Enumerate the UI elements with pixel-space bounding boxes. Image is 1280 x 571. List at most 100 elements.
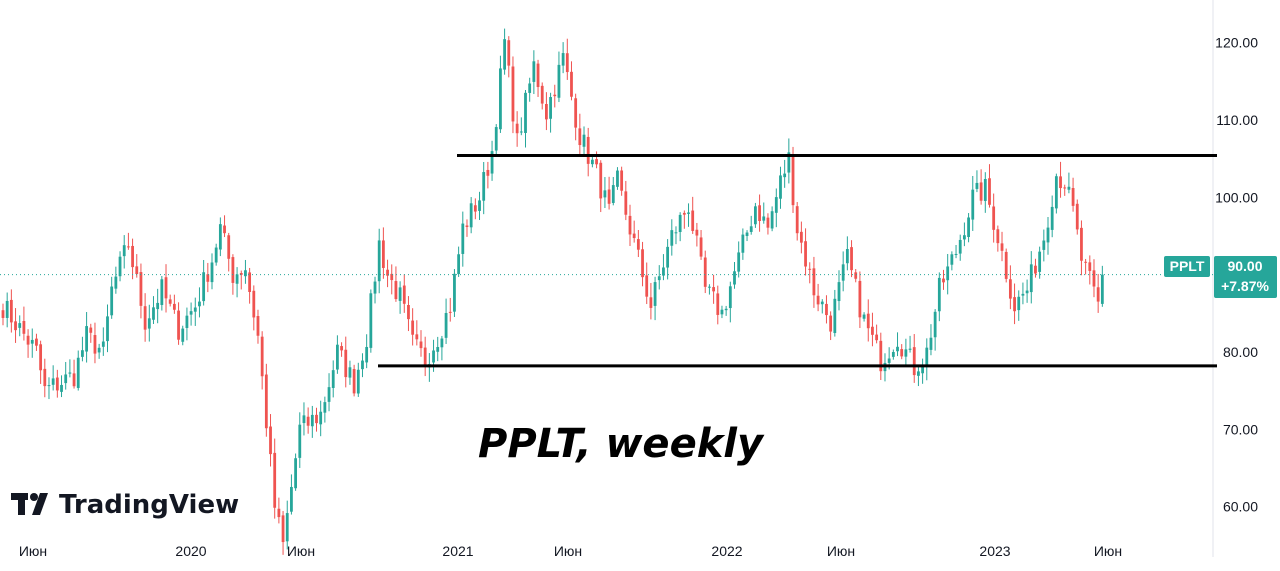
candle-up xyxy=(97,343,101,359)
candle-up xyxy=(60,375,63,398)
candle-down xyxy=(39,340,43,384)
candle-up xyxy=(1054,173,1058,214)
candle-up xyxy=(302,402,306,436)
candle-up xyxy=(837,270,841,311)
candle-up xyxy=(336,335,339,374)
y-tick-label: 110.00 xyxy=(1216,112,1258,128)
last-price-change: +7.87% xyxy=(1221,278,1269,294)
candle-up xyxy=(728,281,732,323)
candle-down xyxy=(808,262,812,284)
candle-up xyxy=(708,284,711,295)
candle-down xyxy=(628,204,632,247)
candle-up xyxy=(444,298,448,344)
candle-down xyxy=(624,180,628,221)
ticker-label: PPLT xyxy=(1170,258,1205,274)
candle-down xyxy=(1088,255,1092,285)
candle-up xyxy=(319,400,323,437)
candle-down xyxy=(607,176,611,210)
x-tick-label: Июн xyxy=(19,543,47,559)
candle-down xyxy=(43,358,47,398)
candle-up xyxy=(214,243,218,266)
candle-up xyxy=(285,500,289,550)
candle-up xyxy=(440,335,444,361)
candle-down xyxy=(988,164,991,208)
candle-up xyxy=(152,296,155,324)
candle-down xyxy=(812,256,816,308)
candle-up xyxy=(198,287,201,318)
candle-down xyxy=(1092,259,1096,298)
price-tag-box xyxy=(1214,256,1277,298)
candle-down xyxy=(879,332,883,381)
candle-down xyxy=(419,330,423,357)
candle-up xyxy=(356,362,360,397)
candle-up xyxy=(210,253,214,290)
chart-annotation: PPLT, weekly xyxy=(478,421,765,467)
x-tick-label: 2021 xyxy=(442,543,473,559)
candle-down xyxy=(766,213,770,235)
candle-down xyxy=(829,311,833,341)
candle-up xyxy=(921,358,924,384)
candle-up xyxy=(499,55,502,133)
candle-down xyxy=(172,294,176,314)
candle-down xyxy=(871,312,874,347)
candle-down xyxy=(578,113,582,155)
candle-down xyxy=(386,259,389,288)
candle-down xyxy=(570,61,573,101)
candle-up xyxy=(181,325,185,346)
candle-up xyxy=(298,412,302,468)
candle-down xyxy=(996,225,1000,252)
candle-up xyxy=(1046,216,1050,255)
candle-down xyxy=(72,359,76,389)
candle-down xyxy=(256,309,260,344)
candle-down xyxy=(599,160,603,213)
candle-down xyxy=(139,263,143,319)
candle-up xyxy=(47,377,51,400)
candle-down xyxy=(565,38,569,80)
candle-up xyxy=(963,222,966,247)
candle-down xyxy=(407,296,410,332)
candle-up xyxy=(1050,195,1054,238)
candle-up xyxy=(845,236,849,271)
candle-down xyxy=(273,438,277,519)
candle-up xyxy=(1100,265,1104,307)
candle-up xyxy=(323,396,327,423)
candle-down xyxy=(553,84,557,108)
candle-up xyxy=(1017,290,1021,321)
candle-up xyxy=(436,336,440,362)
candle-down xyxy=(381,227,385,279)
candle-down xyxy=(645,262,649,305)
y-tick-label: 80.00 xyxy=(1223,344,1258,360)
candle-up xyxy=(193,297,197,326)
candle-down xyxy=(164,264,168,313)
candle-up xyxy=(490,140,494,181)
candle-up xyxy=(524,90,527,148)
candle-up xyxy=(783,159,787,188)
candle-down xyxy=(595,151,598,169)
x-tick-label: 2022 xyxy=(711,543,742,559)
candle-up xyxy=(1025,279,1029,303)
candle-down xyxy=(486,161,490,189)
candle-down xyxy=(390,264,394,295)
candle-up xyxy=(361,353,364,378)
candle-up xyxy=(453,269,456,317)
y-tick-label: 70.00 xyxy=(1223,421,1258,437)
candle-down xyxy=(875,324,879,344)
candle-down xyxy=(9,289,13,333)
candle-up xyxy=(971,175,975,231)
candle-up xyxy=(611,176,615,206)
tradingview-logo: TradingView xyxy=(11,490,239,520)
candle-down xyxy=(423,336,427,377)
candle-up xyxy=(85,312,88,363)
candle-down xyxy=(574,93,578,141)
candle-up xyxy=(741,228,745,260)
candle-up xyxy=(110,276,114,319)
candle-down xyxy=(695,222,699,247)
candle-up xyxy=(657,265,661,290)
candle-up xyxy=(101,327,105,356)
candle-up xyxy=(779,166,782,209)
candle-up xyxy=(603,177,607,209)
candle-up xyxy=(687,203,690,227)
candle-up xyxy=(733,262,736,289)
candlestick-series xyxy=(1,28,1104,555)
candle-up xyxy=(377,228,381,294)
